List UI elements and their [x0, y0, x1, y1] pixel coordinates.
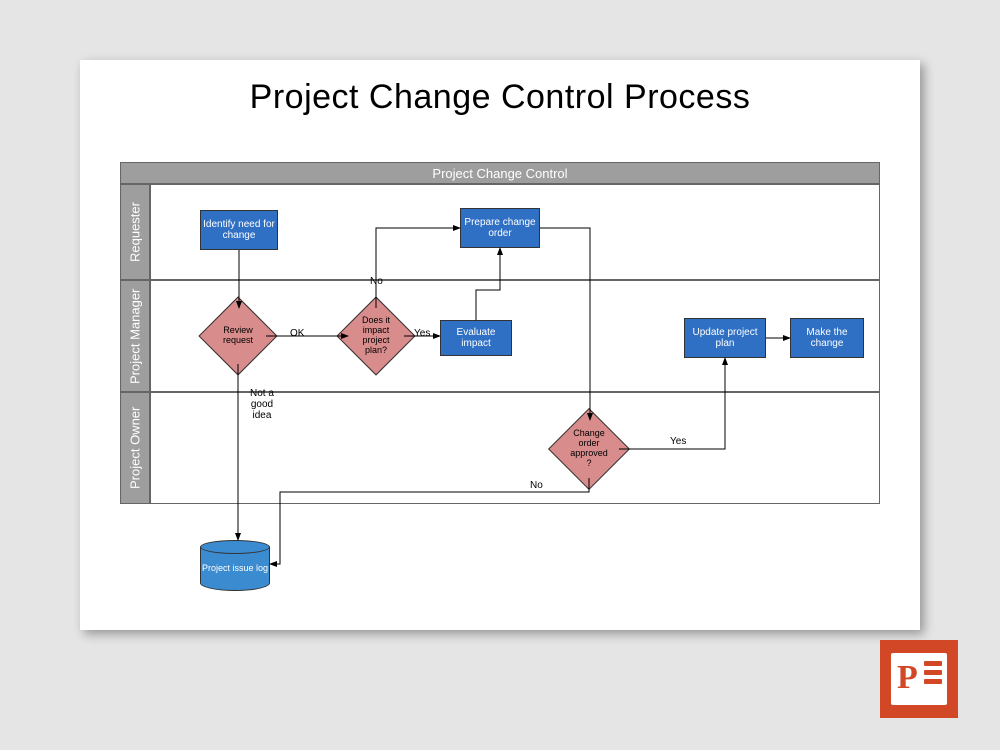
node-update: Update project plan: [684, 318, 766, 358]
edge-label-review-impactq: OK: [290, 328, 304, 339]
node-make: Make the change: [790, 318, 864, 358]
node-log-top: [200, 540, 270, 554]
powerpoint-letter: P: [897, 659, 918, 697]
edge-label-impactq-prepare: No: [370, 276, 383, 287]
edge-label-approved-update: Yes: [670, 436, 686, 447]
node-prepare: Prepare change order: [460, 208, 540, 248]
node-review: Review request: [210, 308, 266, 364]
slide-card: Project Change Control Process Project C…: [80, 60, 920, 630]
powerpoint-icon: P: [880, 640, 958, 718]
edge-label-review-log: Not a good idea: [250, 388, 274, 421]
swimlane-title-bar: Project Change Control: [120, 162, 880, 184]
lane-label-requester: Requester: [120, 184, 150, 280]
edge-label-approved-log: No: [530, 480, 543, 491]
lane-label-owner: Project Owner: [120, 392, 150, 504]
node-identify: Identify need for change: [200, 210, 278, 250]
slide-title: Project Change Control Process: [80, 78, 920, 117]
edge-label-impactq-evaluate: Yes: [414, 328, 430, 339]
node-impactq: Does it impact project plan?: [348, 308, 404, 364]
node-approved: Change order approved ?: [560, 420, 618, 478]
node-evaluate: Evaluate impact: [440, 320, 512, 356]
lane-label-pm: Project Manager: [120, 280, 150, 392]
